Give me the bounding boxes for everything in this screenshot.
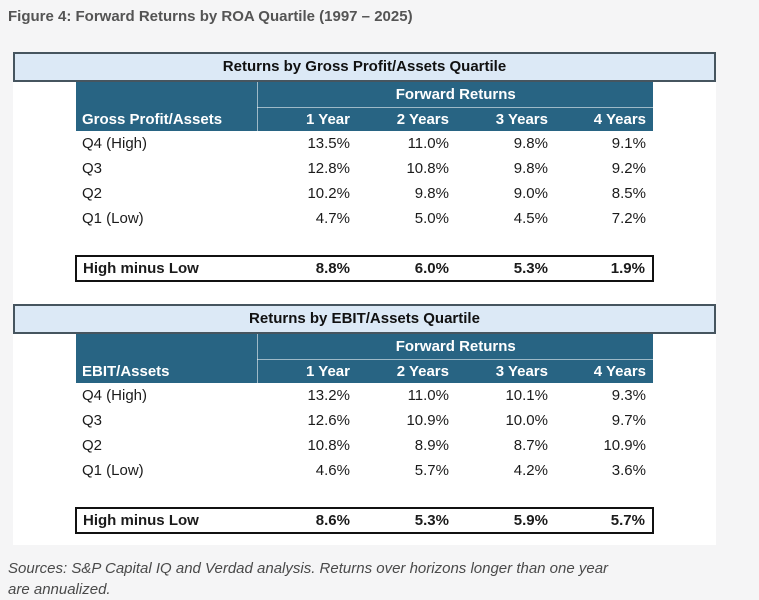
return-value-cell: 10.9% (554, 433, 653, 458)
quartile-label-cell: Q3 (75, 408, 258, 433)
summary-value-cell: 8.6% (257, 507, 357, 534)
table-body: Q4 (High) 13.2% 11.0% 10.1% 9.3% Q3 12.6% 10.9%… (74, 383, 655, 534)
return-value-cell: 9.0% (455, 181, 555, 206)
return-value-cell: 10.8% (257, 433, 357, 458)
return-value-cell: 11.0% (356, 131, 456, 156)
return-value-cell: 9.8% (455, 156, 555, 181)
return-value-cell: 9.8% (455, 131, 555, 156)
summary-label-cell: High minus Low (74, 507, 258, 534)
quartile-row: Q2 10.2% 9.8% 9.0% 8.5% (75, 181, 653, 206)
table-title-bar: Returns by Gross Profit/Assets Quartile (13, 52, 716, 82)
column-header-cell: 3 Years (455, 107, 555, 131)
column-header-row: EBIT/Assets 1 Year 2 Years 3 Years 4 Years (75, 359, 653, 383)
return-value-cell: 9.7% (554, 408, 653, 433)
quartile-row: Q4 (High) 13.5% 11.0% 9.8% 9.1% (75, 131, 653, 156)
table-body: Q4 (High) 13.5% 11.0% 9.8% 9.1% Q3 12.8% 10.8% 9… (74, 131, 655, 282)
summary-value-cell: 6.0% (356, 255, 456, 282)
return-value-cell: 3.6% (554, 458, 653, 483)
column-header-cell: 2 Years (356, 107, 456, 131)
table-section-2: Returns by EBIT/Assets Quartile Forward R… (13, 304, 716, 534)
column-header-cell: 3 Years (455, 359, 555, 383)
summary-row: High minus Low 8.8% 6.0% 5.3% 1.9% (74, 255, 655, 282)
column-header-row: Gross Profit/Assets 1 Year 2 Years 3 Years 4… (75, 107, 653, 131)
row-header-cell: EBIT/Assets (75, 359, 258, 383)
summary-row: High minus Low 8.6% 5.3% 5.9% 5.7% (74, 507, 655, 534)
figure-title: Figure 4: Forward Returns by ROA Quartil… (8, 8, 413, 25)
table-head: Forward Returns EBIT/Assets 1 Year 2 Years 3… (75, 334, 653, 383)
return-value-cell: 13.5% (257, 131, 357, 156)
quartile-row: Q1 (Low) 4.6% 5.7% 4.2% 3.6% (75, 458, 653, 483)
group-header-row: Forward Returns (75, 82, 653, 108)
quartile-row: Q1 (Low) 4.7% 5.0% 4.5% 7.2% (75, 206, 653, 231)
corner-cell (75, 334, 258, 359)
return-value-cell: 4.6% (257, 458, 357, 483)
quartile-label-cell: Q2 (75, 181, 258, 206)
returns-table: Forward Returns Gross Profit/Assets 1 Year… (74, 82, 655, 282)
return-value-cell: 12.6% (257, 408, 357, 433)
returns-table: Forward Returns EBIT/Assets 1 Year 2 Years 3… (74, 334, 655, 534)
quartile-label-cell: Q1 (Low) (75, 458, 258, 483)
return-value-cell: 10.9% (356, 408, 456, 433)
group-header-cell: Forward Returns (257, 334, 653, 360)
return-value-cell: 9.2% (554, 156, 653, 181)
quartile-label-cell: Q4 (High) (75, 383, 258, 408)
return-value-cell: 8.5% (554, 181, 653, 206)
summary-value-cell: 5.3% (356, 507, 456, 534)
spacer-cell (75, 231, 653, 256)
quartile-row: Q2 10.8% 8.9% 8.7% 10.9% (75, 433, 653, 458)
return-value-cell: 12.8% (257, 156, 357, 181)
sources-line-2: are annualized. (8, 581, 111, 598)
sources-line-1: Sources: S&P Capital IQ and Verdad analy… (8, 560, 609, 577)
return-value-cell: 9.8% (356, 181, 456, 206)
quartile-label-cell: Q4 (High) (75, 131, 258, 156)
summary-value-cell: 8.8% (257, 255, 357, 282)
corner-cell (75, 82, 258, 107)
summary-value-cell: 1.9% (554, 255, 655, 282)
return-value-cell: 4.2% (455, 458, 555, 483)
column-header-cell: 4 Years (554, 107, 653, 131)
quartile-label-cell: Q3 (75, 156, 258, 181)
spacer-cell (75, 483, 653, 508)
quartile-row: Q4 (High) 13.2% 11.0% 10.1% 9.3% (75, 383, 653, 408)
return-value-cell: 11.0% (356, 383, 456, 408)
figure-panel: Returns by Gross Profit/Assets Quartile F… (13, 52, 716, 545)
summary-value-cell: 5.3% (455, 255, 555, 282)
group-header-row: Forward Returns (75, 334, 653, 360)
table-head: Forward Returns Gross Profit/Assets 1 Year… (75, 82, 653, 131)
summary-label-cell: High minus Low (74, 255, 258, 282)
return-value-cell: 9.1% (554, 131, 653, 156)
column-header-cell: 2 Years (356, 359, 456, 383)
quartile-label-cell: Q2 (75, 433, 258, 458)
return-value-cell: 10.0% (455, 408, 555, 433)
spacer-row (75, 483, 653, 508)
return-value-cell: 9.3% (554, 383, 653, 408)
return-value-cell: 4.7% (257, 206, 357, 231)
return-value-cell: 5.0% (356, 206, 456, 231)
return-value-cell: 8.7% (455, 433, 555, 458)
spacer-row (75, 231, 653, 256)
tables-container: Returns by Gross Profit/Assets Quartile F… (13, 52, 716, 534)
return-value-cell: 7.2% (554, 206, 653, 231)
return-value-cell: 10.8% (356, 156, 456, 181)
column-header-cell: 4 Years (554, 359, 653, 383)
return-value-cell: 10.1% (455, 383, 555, 408)
return-value-cell: 10.2% (257, 181, 357, 206)
quartile-label-cell: Q1 (Low) (75, 206, 258, 231)
quartile-row: Q3 12.8% 10.8% 9.8% 9.2% (75, 156, 653, 181)
return-value-cell: 4.5% (455, 206, 555, 231)
table-section-1: Returns by Gross Profit/Assets Quartile F… (13, 52, 716, 282)
summary-value-cell: 5.7% (554, 507, 655, 534)
column-header-cell: 1 Year (257, 359, 357, 383)
quartile-row: Q3 12.6% 10.9% 10.0% 9.7% (75, 408, 653, 433)
return-value-cell: 13.2% (257, 383, 357, 408)
column-header-cell: 1 Year (257, 107, 357, 131)
return-value-cell: 8.9% (356, 433, 456, 458)
group-header-cell: Forward Returns (257, 82, 653, 108)
summary-value-cell: 5.9% (455, 507, 555, 534)
row-header-cell: Gross Profit/Assets (75, 107, 258, 131)
table-title-bar: Returns by EBIT/Assets Quartile (13, 304, 716, 334)
return-value-cell: 5.7% (356, 458, 456, 483)
sources-note: Sources: S&P Capital IQ and Verdad analy… (8, 558, 751, 600)
